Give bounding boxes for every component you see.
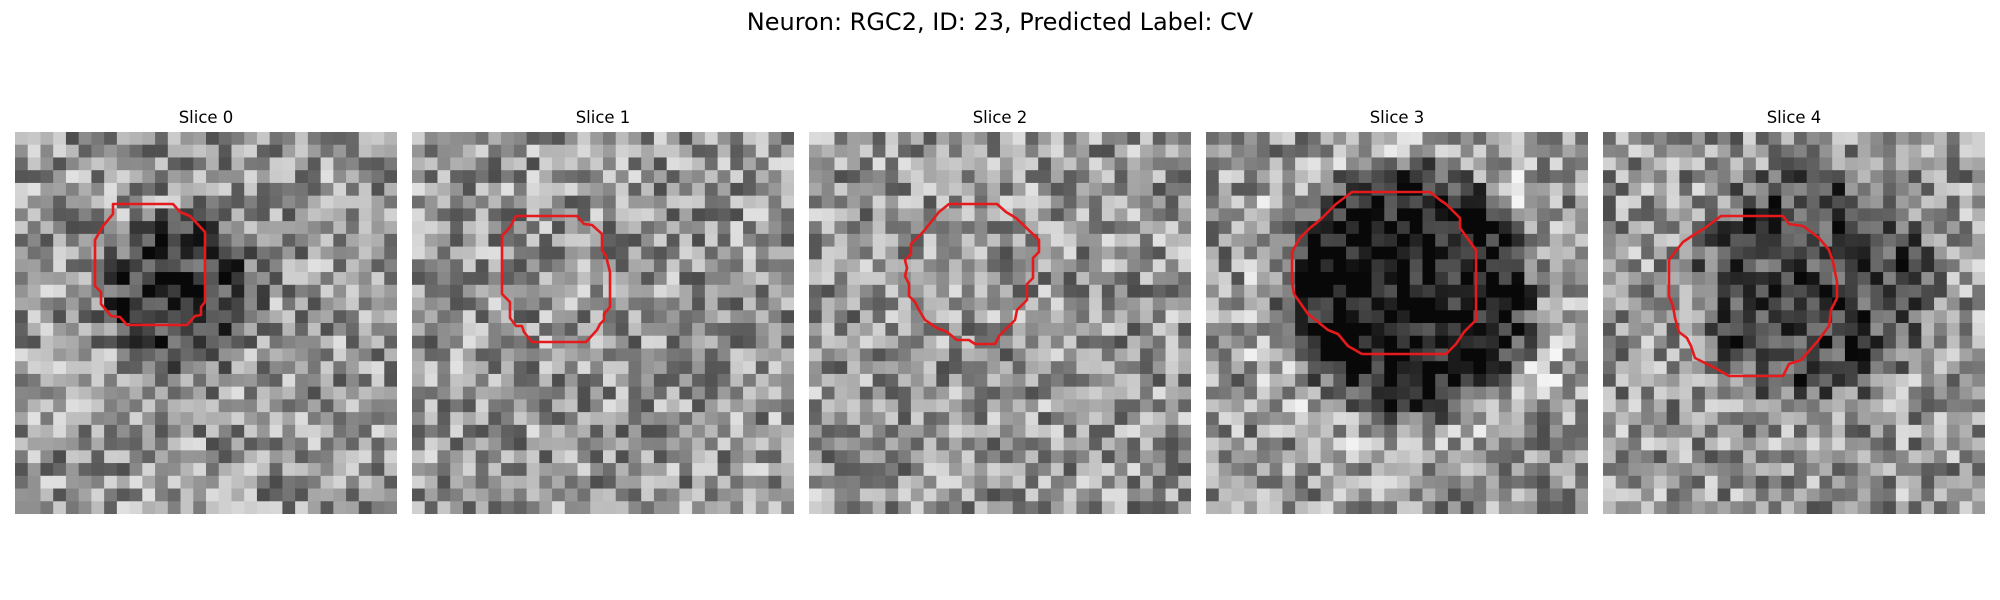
slice-pixel-grid [412, 132, 794, 514]
pixel-cells [15, 132, 397, 514]
pixel-cells [1603, 132, 1985, 514]
slice-pixel-grid [1603, 132, 1985, 514]
slice-panel-3: Slice 3 [1206, 108, 1588, 514]
slice-title: Slice 4 [1766, 108, 1822, 127]
slice-image [1206, 132, 1588, 514]
slice-image [809, 132, 1191, 514]
slice-title: Slice 2 [972, 108, 1028, 127]
slice-title: Slice 1 [575, 108, 631, 127]
roi-contour [500, 214, 612, 344]
slice-image [1603, 132, 1985, 514]
roi-contour [1290, 190, 1478, 356]
slice-title: Slice 0 [178, 108, 234, 127]
pixel-cells [1206, 132, 1588, 514]
slice-image [412, 132, 794, 514]
slice-pixel-grid [1206, 132, 1588, 514]
roi-contour [903, 202, 1041, 346]
slice-panel-0: Slice 0 [15, 108, 397, 514]
pixel-cells [809, 132, 1191, 514]
slice-pixel-grid [15, 132, 397, 514]
slice-pixel-grid [809, 132, 1191, 514]
slice-panel-1: Slice 1 [412, 108, 794, 514]
slice-title: Slice 3 [1369, 108, 1425, 127]
roi-contour [93, 202, 207, 327]
roi-contour [1667, 214, 1839, 378]
pixel-cells [412, 132, 794, 514]
figure-title: Neuron: RGC2, ID: 23, Predicted Label: C… [746, 8, 1254, 36]
slice-image [15, 132, 397, 514]
slice-panel-4: Slice 4 [1603, 108, 1985, 514]
slice-panel-2: Slice 2 [809, 108, 1191, 514]
